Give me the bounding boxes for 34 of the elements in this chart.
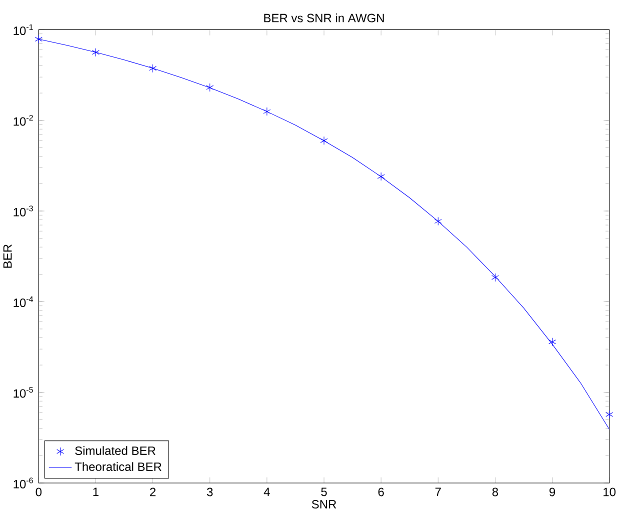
line-series [38,38,610,430]
x-tick-label: 3 [206,488,213,496]
x-tick-label: 6 [378,488,384,496]
x-tick-label: 10 [604,488,616,496]
point [34,34,42,44]
x-tick-label: 7 [435,488,441,496]
point [149,64,157,73]
point [206,83,214,92]
legend-label: Theoratical BER [74,462,162,471]
x-tick-label: 0 [36,488,42,496]
x-tick-label: 9 [549,488,556,496]
chart-title: BER vs SNR in AWGN [264,13,384,22]
point [491,273,499,282]
x-tick-label: 5 [321,488,327,496]
point [548,338,556,346]
x-tick-label: 1 [93,488,98,496]
y-tick-label: 10$^{-5}$ [14,386,33,398]
x-tick-label: 4 [264,488,270,496]
point [320,136,328,145]
y-tick-label: 10$^{-1}$ [14,24,33,36]
point [263,107,271,116]
y-tick-label: 10$^{-6}$ [14,478,33,488]
point [92,48,100,57]
x-axis-title: SNR [312,500,336,509]
y-tick-label: 10$^{-2}$ [14,114,33,126]
y-tick-label: 10$^{-4}$ [14,296,34,308]
point [606,410,614,419]
point [377,172,385,181]
point [434,217,442,226]
y-tick-label: 10$^{-3}$ [14,206,33,216]
x-tick-label: 8 [492,488,498,496]
legend-label: Simulated BER [75,446,156,455]
y-axis-title: BER [3,244,12,268]
x-tick-label: 2 [150,488,156,496]
